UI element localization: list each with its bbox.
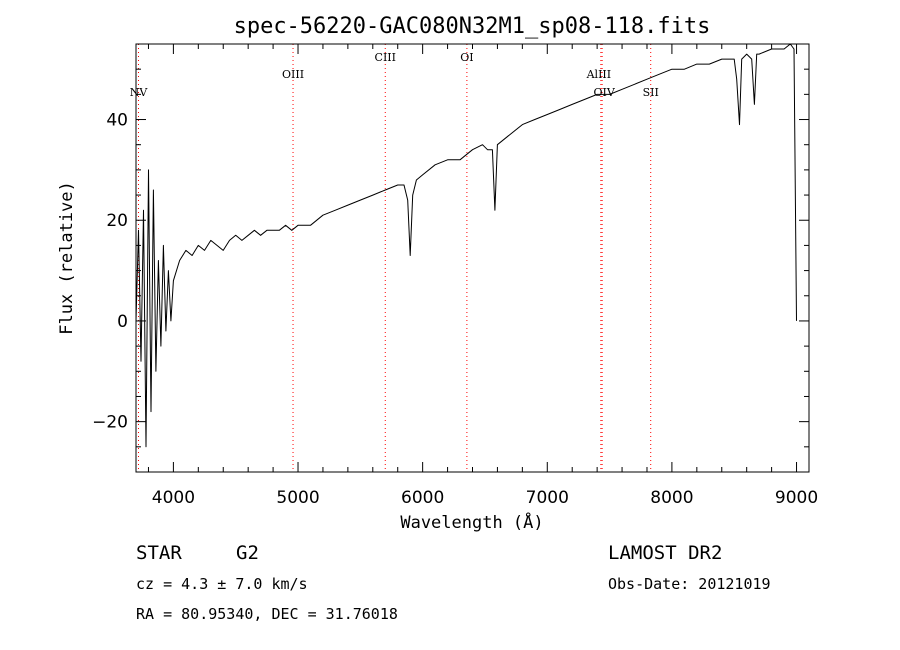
line-label-oiii: OIII (282, 68, 304, 81)
survey-name: LAMOST DR2 (608, 542, 722, 564)
coords-info: RA = 80.95340, DEC = 31.76018 (136, 605, 398, 623)
line-label-aliii: AlIII (586, 68, 612, 81)
y-tick-labels: −20 0 20 40 (92, 111, 128, 433)
x-tick-label: 7000 (526, 488, 569, 508)
x-tick-label: 4000 (152, 488, 195, 508)
y-tick-label: 20 (106, 211, 128, 231)
x-tick-labels: 4000 5000 6000 7000 8000 9000 (152, 488, 818, 508)
x-tick-label: 6000 (401, 488, 444, 508)
chart-title: spec-56220-GAC080N32M1_sp08-118.fits (234, 14, 711, 39)
y-tick-label: 40 (106, 111, 128, 131)
star-subclass: G2 (236, 542, 259, 564)
redshift-info: cz = 4.3 ± 7.0 km/s (136, 575, 308, 593)
line-label-nv: NV (130, 86, 149, 99)
line-label-oi: OI (460, 51, 473, 64)
line-label-ciii: CIII (375, 51, 396, 64)
plot-area (135, 43, 797, 472)
y-axis-label: Flux (relative) (57, 181, 77, 335)
line-label-oiv: OIV (593, 86, 615, 99)
spectrum-series-line (135, 43, 797, 448)
obs-date: Obs-Date: 20121019 (608, 575, 771, 593)
x-tick-label: 5000 (276, 488, 319, 508)
x-tick-label: 9000 (775, 488, 818, 508)
y-tick-label: 0 (117, 312, 128, 332)
plot-frame (135, 43, 810, 473)
y-tick-label: −20 (92, 413, 128, 433)
x-tick-label: 8000 (650, 488, 693, 508)
line-label-sii: SII (643, 86, 659, 99)
x-axis-label: Wavelength (Å) (400, 511, 543, 533)
star-class: STAR (136, 542, 182, 564)
line-labels: NV OIII CIII OI AlIII OIV SII (130, 51, 659, 99)
axis-ticks (136, 43, 809, 473)
